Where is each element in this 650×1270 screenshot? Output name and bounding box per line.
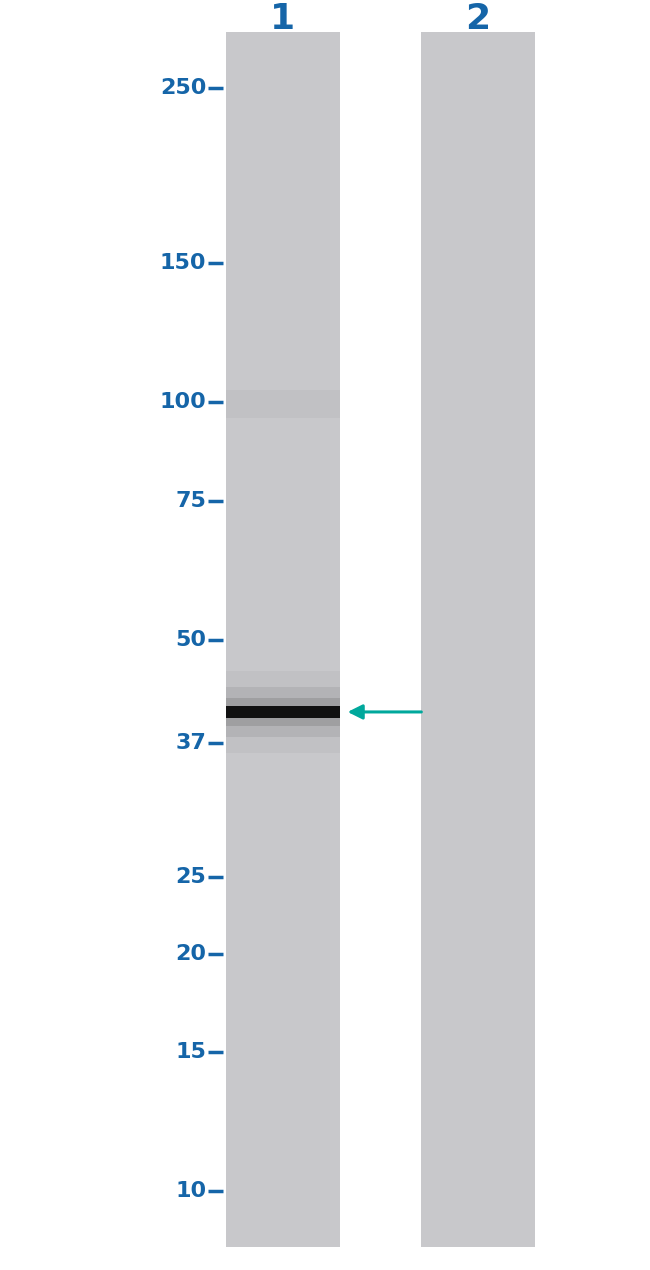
Text: 1: 1 <box>270 1 295 36</box>
Bar <box>226 671 339 753</box>
Text: 2: 2 <box>465 1 490 36</box>
Text: 100: 100 <box>160 392 207 413</box>
Bar <box>226 390 339 418</box>
Text: 10: 10 <box>176 1181 207 1201</box>
Text: 15: 15 <box>176 1043 207 1062</box>
Text: 37: 37 <box>176 733 207 753</box>
Text: 75: 75 <box>176 490 207 511</box>
Bar <box>226 698 339 726</box>
Bar <box>226 706 339 719</box>
Text: 150: 150 <box>160 254 207 273</box>
Text: 20: 20 <box>176 944 207 964</box>
Text: 25: 25 <box>176 867 207 888</box>
Bar <box>226 32 339 1247</box>
Bar <box>226 687 339 738</box>
Bar <box>421 32 534 1247</box>
Text: 250: 250 <box>160 79 207 98</box>
Text: 50: 50 <box>176 630 207 650</box>
